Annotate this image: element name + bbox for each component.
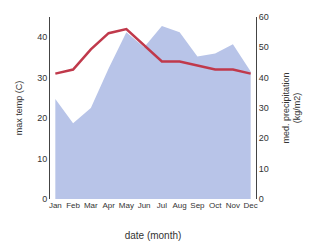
svg-text:0: 0 bbox=[259, 194, 264, 204]
svg-text:Aug: Aug bbox=[173, 201, 187, 210]
svg-text:Jul: Jul bbox=[157, 201, 167, 210]
svg-text:10: 10 bbox=[259, 164, 269, 174]
svg-text:40: 40 bbox=[259, 73, 269, 83]
svg-text:max temp (C): max temp (C) bbox=[14, 81, 24, 136]
svg-text:Apr: Apr bbox=[102, 201, 115, 210]
svg-text:Sep: Sep bbox=[190, 201, 205, 210]
svg-text:20: 20 bbox=[259, 133, 269, 143]
svg-text:50: 50 bbox=[259, 42, 269, 52]
svg-text:Jun: Jun bbox=[138, 201, 151, 210]
svg-text:60: 60 bbox=[259, 12, 269, 22]
svg-text:20: 20 bbox=[37, 113, 47, 123]
svg-text:40: 40 bbox=[37, 32, 47, 42]
svg-text:Feb: Feb bbox=[66, 201, 80, 210]
svg-text:30: 30 bbox=[37, 73, 47, 83]
svg-text:Dec: Dec bbox=[244, 201, 258, 210]
svg-text:10: 10 bbox=[37, 154, 47, 164]
svg-text:Oct: Oct bbox=[209, 201, 222, 210]
svg-text:Mar: Mar bbox=[84, 201, 98, 210]
svg-text:date (month): date (month) bbox=[125, 230, 182, 241]
svg-text:Jan: Jan bbox=[49, 201, 62, 210]
svg-text:med. precipitation(kg/m2): med. precipitation(kg/m2) bbox=[281, 72, 303, 143]
svg-text:30: 30 bbox=[259, 103, 269, 113]
svg-text:Nov: Nov bbox=[226, 201, 240, 210]
svg-text:May: May bbox=[119, 201, 134, 210]
svg-text:0: 0 bbox=[42, 194, 47, 204]
